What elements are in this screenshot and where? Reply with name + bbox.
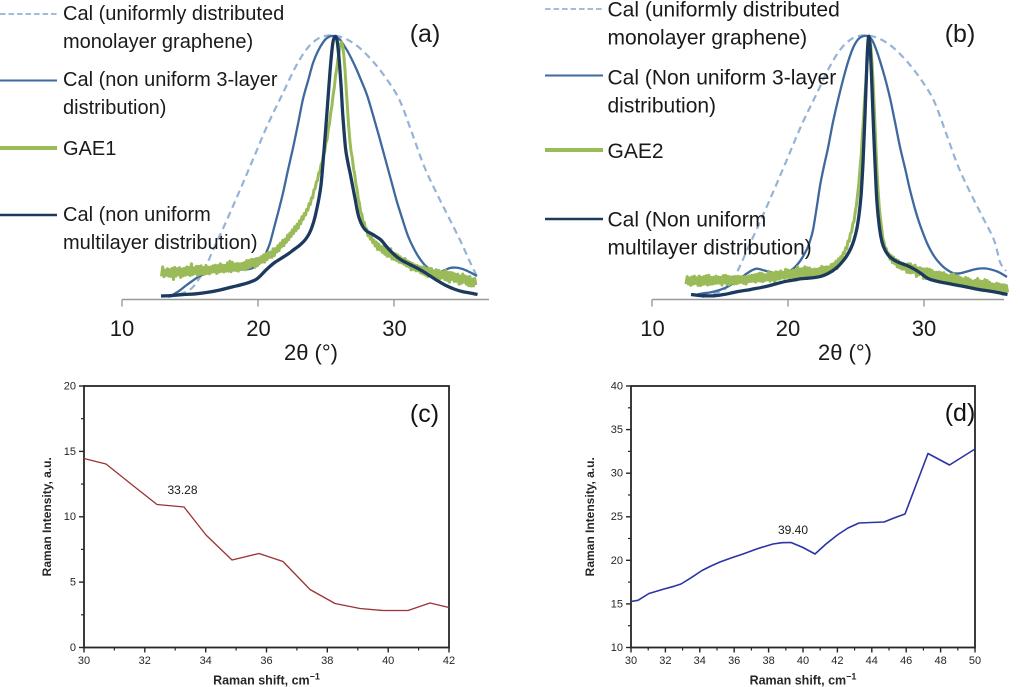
svg-text:25: 25 — [611, 511, 623, 523]
svg-text:36: 36 — [260, 655, 272, 667]
svg-text:Cal (Non uniform 3-layer: Cal (Non uniform 3-layer — [608, 66, 837, 89]
svg-text:36: 36 — [728, 655, 740, 667]
svg-text:38: 38 — [762, 655, 774, 667]
svg-text:40: 40 — [382, 655, 394, 667]
svg-text:Cal (uniformly distributed: Cal (uniformly distributed — [63, 3, 284, 25]
svg-text:10: 10 — [64, 511, 76, 523]
svg-text:32: 32 — [659, 655, 671, 667]
svg-text:distribution): distribution) — [608, 94, 717, 117]
svg-text:(d): (d) — [945, 399, 976, 427]
svg-text:Cal (non uniform: Cal (non uniform — [63, 204, 211, 226]
svg-text:32: 32 — [139, 655, 151, 667]
svg-text:20: 20 — [64, 381, 76, 393]
svg-text:Cal (non uniform 3-layer: Cal (non uniform 3-layer — [63, 69, 278, 91]
svg-text:15: 15 — [64, 446, 76, 458]
svg-text:34: 34 — [200, 655, 212, 667]
svg-text:(b): (b) — [945, 20, 976, 48]
svg-text:0: 0 — [70, 642, 76, 654]
svg-text:multilayer distribution): multilayer distribution) — [608, 236, 812, 259]
svg-text:34: 34 — [694, 655, 706, 667]
svg-text:48: 48 — [934, 655, 946, 667]
svg-text:40: 40 — [797, 655, 809, 667]
svg-text:40: 40 — [611, 381, 623, 393]
svg-text:Raman shift, cm−1: Raman shift, cm−1 — [213, 672, 320, 687]
svg-text:monolayer graphene): monolayer graphene) — [63, 31, 253, 53]
svg-text:50: 50 — [969, 655, 981, 667]
svg-text:Raman Intensity, a.u.: Raman Intensity, a.u. — [40, 457, 54, 576]
svg-text:GAE2: GAE2 — [608, 140, 664, 163]
svg-text:Cal (uniformly distributed: Cal (uniformly distributed — [608, 0, 840, 21]
svg-text:30: 30 — [611, 468, 623, 480]
svg-text:Cal (Non uniform: Cal (Non uniform — [608, 208, 767, 231]
svg-text:42: 42 — [831, 655, 843, 667]
svg-text:20: 20 — [246, 316, 270, 341]
svg-text:2θ (°): 2θ (°) — [284, 340, 338, 365]
svg-text:35: 35 — [611, 424, 623, 436]
svg-text:distribution): distribution) — [63, 97, 166, 119]
svg-text:44: 44 — [866, 655, 878, 667]
svg-text:20: 20 — [611, 555, 623, 567]
svg-text:Raman Intensity, a.u.: Raman Intensity, a.u. — [583, 457, 597, 576]
svg-text:multilayer distribution): multilayer distribution) — [63, 232, 258, 254]
svg-text:GAE1: GAE1 — [63, 138, 116, 160]
svg-text:42: 42 — [443, 655, 455, 667]
svg-text:10: 10 — [110, 316, 134, 341]
svg-text:20: 20 — [776, 316, 800, 341]
svg-text:10: 10 — [640, 316, 664, 341]
svg-text:39.40: 39.40 — [778, 523, 808, 537]
svg-text:10: 10 — [611, 642, 623, 654]
svg-text:30: 30 — [912, 316, 936, 341]
svg-text:5: 5 — [70, 577, 76, 589]
svg-text:(c): (c) — [410, 400, 439, 428]
svg-text:(a): (a) — [410, 20, 441, 48]
svg-text:2θ (°): 2θ (°) — [818, 340, 872, 365]
svg-text:30: 30 — [78, 655, 90, 667]
svg-text:30: 30 — [625, 655, 637, 667]
svg-text:30: 30 — [382, 316, 406, 341]
svg-text:monolayer graphene): monolayer graphene) — [608, 26, 808, 49]
svg-text:38: 38 — [321, 655, 333, 667]
svg-text:15: 15 — [611, 598, 623, 610]
svg-text:Raman shift, cm−1: Raman shift, cm−1 — [750, 672, 857, 687]
svg-text:33.28: 33.28 — [168, 483, 198, 497]
svg-text:46: 46 — [900, 655, 912, 667]
